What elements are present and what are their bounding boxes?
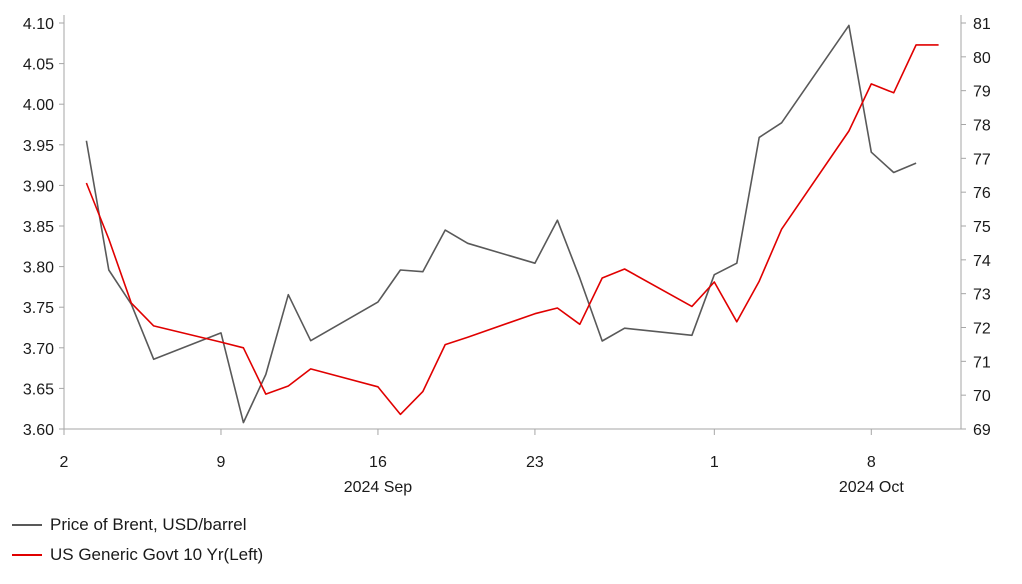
legend-swatch-brent — [12, 524, 42, 526]
right-tick-label: 71 — [973, 354, 991, 371]
right-tick-label: 73 — [973, 287, 991, 304]
left-tick-label: 3.95 — [23, 138, 54, 155]
left-tick-label: 4.10 — [23, 16, 54, 33]
series-layer — [85, 24, 939, 424]
left-tick-label: 3.85 — [23, 219, 54, 236]
x-month-label: 2024 Sep — [344, 479, 413, 496]
x-tick-label: 2 — [60, 454, 69, 471]
x-month-label: 2024 Oct — [839, 479, 904, 496]
left-tick-label: 3.60 — [23, 422, 54, 439]
right-axis-ticks: 69 70 71 72 73 74 75 76 77 78 79 80 81 — [961, 16, 991, 439]
legend: Price of Brent, USD/barrel US Generic Go… — [12, 510, 263, 570]
right-tick-label: 78 — [973, 118, 991, 135]
legend-swatch-us10y — [12, 554, 42, 556]
right-tick-label: 72 — [973, 321, 991, 338]
left-tick-label: 3.70 — [23, 341, 54, 358]
right-tick-label: 70 — [973, 388, 991, 405]
chart-canvas: 3.60 3.65 3.70 3.75 3.80 3.85 3.90 3.95 4.00 4.05… — [23, 15, 991, 496]
right-tick-label: 76 — [973, 185, 991, 202]
legend-item-us10y: US Generic Govt 10 Yr(Left) — [12, 540, 263, 570]
legend-label-us10y: US Generic Govt 10 Yr(Left) — [50, 545, 264, 564]
legend-item-brent: Price of Brent, USD/barrel — [12, 510, 263, 540]
x-tick-label: 9 — [217, 454, 226, 471]
series-line-us10y — [85, 44, 939, 416]
right-tick-label: 69 — [973, 422, 991, 439]
x-tick-label: 23 — [526, 454, 544, 471]
right-tick-label: 77 — [973, 151, 991, 168]
left-tick-label: 4.05 — [23, 57, 54, 74]
right-tick-label: 75 — [973, 219, 991, 236]
legend-label-brent: Price of Brent, USD/barrel — [50, 515, 247, 534]
left-axis-ticks: 3.60 3.65 3.70 3.75 3.80 3.85 3.90 3.95 4.00 4.05… — [23, 16, 64, 439]
x-axis-ticks: 2 9 16 23 1 8 2024 Sep 2024 Oct — [60, 429, 904, 496]
left-tick-label: 3.90 — [23, 178, 54, 195]
left-tick-label: 3.80 — [23, 260, 54, 277]
right-tick-label: 80 — [973, 50, 991, 67]
right-tick-label: 81 — [973, 16, 991, 33]
x-tick-label: 8 — [867, 454, 876, 471]
axes-group — [63, 15, 962, 430]
x-tick-label: 16 — [369, 454, 387, 471]
left-tick-label: 4.00 — [23, 97, 54, 114]
left-tick-label: 3.75 — [23, 300, 54, 317]
left-tick-label: 3.65 — [23, 381, 54, 398]
right-tick-label: 79 — [973, 84, 991, 101]
x-tick-label: 1 — [710, 454, 719, 471]
series-line-brent — [85, 24, 917, 424]
right-tick-label: 74 — [973, 253, 991, 270]
